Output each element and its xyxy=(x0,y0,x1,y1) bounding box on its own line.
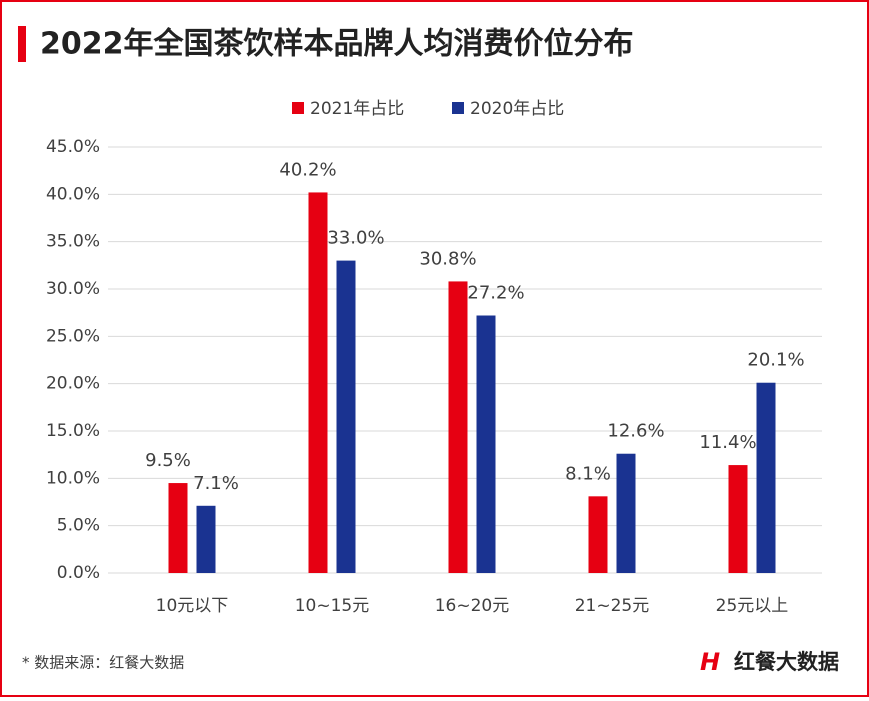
bar xyxy=(448,281,468,573)
logo-text: 红餐大数据 xyxy=(734,650,839,674)
x-tick-label: 21~25元 xyxy=(575,596,650,616)
y-tick-label: 35.0% xyxy=(46,232,100,252)
y-tick-label: 25.0% xyxy=(46,326,100,346)
x-tick-label: 10元以下 xyxy=(156,596,229,616)
y-tick-label: 40.0% xyxy=(46,184,100,204)
value-label: 33.0% xyxy=(327,228,384,249)
value-label: 11.4% xyxy=(699,432,756,453)
y-tick-label: 5.0% xyxy=(57,516,100,536)
x-tick-label: 16~20元 xyxy=(435,596,510,616)
x-tick-label: 25元以上 xyxy=(716,596,789,616)
bar xyxy=(756,382,776,573)
logo-mark: H xyxy=(700,648,720,676)
bar xyxy=(308,192,328,573)
value-label: 27.2% xyxy=(467,283,524,304)
bar xyxy=(476,315,496,573)
value-label: 7.1% xyxy=(193,473,239,494)
bar xyxy=(336,260,356,573)
value-label: 40.2% xyxy=(279,159,336,180)
bar xyxy=(168,483,188,573)
legend-label: 2020年占比 xyxy=(470,99,564,119)
y-tick-label: 10.0% xyxy=(46,468,100,488)
source-note: * 数据来源：红餐大数据 xyxy=(22,654,184,672)
bar xyxy=(616,453,636,573)
y-tick-label: 15.0% xyxy=(46,421,100,441)
y-tick-label: 45.0% xyxy=(46,137,100,157)
title-accent xyxy=(18,26,26,62)
y-tick-label: 20.0% xyxy=(46,374,100,394)
value-label: 12.6% xyxy=(607,421,664,442)
value-label: 8.1% xyxy=(565,463,611,484)
value-label: 9.5% xyxy=(145,450,191,471)
chart-title: 2022年全国茶饮样本品牌人均消费价位分布 xyxy=(40,27,634,62)
legend-label: 2021年占比 xyxy=(310,99,404,119)
legend-swatch xyxy=(452,102,464,114)
x-tick-label: 10~15元 xyxy=(295,596,370,616)
bar xyxy=(196,505,216,573)
y-tick-label: 30.0% xyxy=(46,279,100,299)
bar xyxy=(728,465,748,573)
value-label: 20.1% xyxy=(747,350,804,371)
legend-swatch xyxy=(292,102,304,114)
bar xyxy=(588,496,608,573)
y-tick-label: 0.0% xyxy=(57,563,100,583)
value-label: 30.8% xyxy=(419,248,476,269)
